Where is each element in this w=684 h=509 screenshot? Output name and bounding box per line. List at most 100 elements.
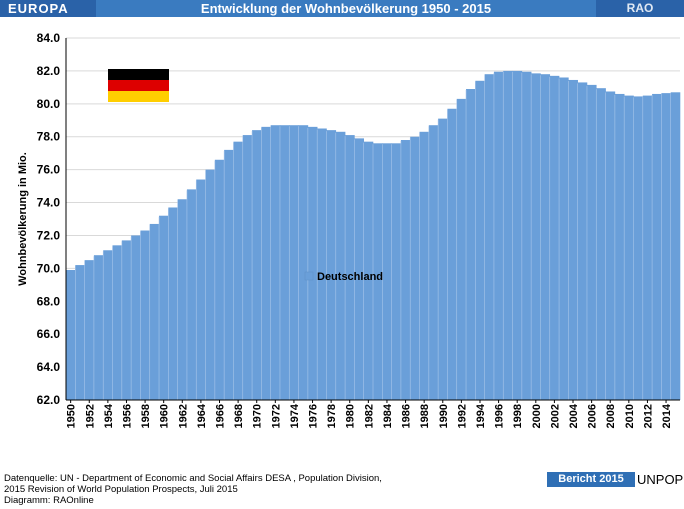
area-bar xyxy=(112,245,123,400)
legend-label: Deutschland xyxy=(317,271,383,283)
x-tick-label: 1974 xyxy=(289,403,301,428)
x-tick-label: 2012 xyxy=(642,404,654,428)
x-tick-label: 1966 xyxy=(215,404,227,428)
area-bar xyxy=(484,74,495,400)
diagram-credit: Diagramm: RAOnline xyxy=(4,495,94,506)
area-bar xyxy=(633,96,644,400)
x-tick-label: 1994 xyxy=(475,403,487,428)
area-bar xyxy=(140,230,151,400)
x-tick-label: 1996 xyxy=(494,404,506,428)
y-tick-label: 70.0 xyxy=(37,261,61,275)
x-tick-label: 1954 xyxy=(103,403,115,428)
area-bar xyxy=(549,75,560,400)
area-bar xyxy=(270,125,281,400)
area-bar xyxy=(307,126,318,400)
y-tick-label: 74.0 xyxy=(37,196,61,210)
x-tick-label: 1982 xyxy=(363,404,375,428)
area-bar xyxy=(456,98,467,400)
area-bar xyxy=(363,141,374,400)
x-tick-label: 1972 xyxy=(270,404,282,428)
area-bar xyxy=(521,71,532,401)
area-bar xyxy=(354,138,364,400)
area-bar xyxy=(345,135,355,400)
y-tick-label: 62.0 xyxy=(37,393,61,407)
area-bar xyxy=(531,73,541,401)
x-tick-label: 1980 xyxy=(345,404,357,428)
source-line-1: Datenquelle: UN - Department of Economic… xyxy=(4,473,382,484)
x-tick-label: 1968 xyxy=(233,404,245,428)
area-bar xyxy=(605,91,616,401)
area-bar xyxy=(84,260,95,400)
y-tick-label: 64.0 xyxy=(37,360,61,374)
area-bar xyxy=(373,143,383,400)
area-bar xyxy=(438,118,448,401)
x-tick-label: 1984 xyxy=(382,403,394,428)
area-bar xyxy=(642,95,653,400)
flag-stripe xyxy=(108,69,169,80)
population-chart: 62.0 64.0 66.0 68.0 70.0 72.0 74.0 76.0 78.0 80.0… xyxy=(17,31,681,428)
area-bar xyxy=(131,235,141,400)
area-bar xyxy=(559,77,569,400)
region-label: EUROPA xyxy=(0,0,96,17)
area-bar xyxy=(186,189,197,400)
org-label: UNPOP xyxy=(637,472,684,487)
x-tick-label: 1976 xyxy=(308,404,320,428)
area-bar xyxy=(428,125,439,400)
x-tick-label: 1992 xyxy=(456,404,468,428)
area-bar xyxy=(252,130,262,400)
area-bar xyxy=(540,74,551,400)
area-bar xyxy=(577,82,588,400)
area-bar xyxy=(447,108,458,400)
area-bar xyxy=(326,130,337,400)
y-tick-label: 82.0 xyxy=(37,64,61,78)
x-tick-label: 1956 xyxy=(121,404,133,428)
x-tick-label: 2010 xyxy=(624,404,636,428)
y-tick-label: 80.0 xyxy=(37,97,61,111)
area-bar xyxy=(391,143,402,400)
area-bar xyxy=(214,159,225,400)
x-tick-label: 1964 xyxy=(196,403,208,428)
area-bar xyxy=(159,215,169,400)
area-bar xyxy=(382,143,392,400)
area-bar xyxy=(289,125,299,400)
x-tick-label: 2002 xyxy=(549,404,561,428)
x-tick-label: 1970 xyxy=(252,404,264,428)
area-bar xyxy=(298,125,309,400)
area-bar xyxy=(503,70,513,400)
area-bar xyxy=(466,89,476,400)
chart-title: Entwicklung der Wohnbevölkerung 1950 - 2… xyxy=(200,1,492,16)
area-bar xyxy=(493,71,504,401)
header-bar: EUROPA Entwicklung der Wohnbevölkerung 1… xyxy=(0,0,684,17)
area-bar xyxy=(93,255,104,400)
y-tick-label: 78.0 xyxy=(37,130,61,144)
report-badge: Bericht 2015 xyxy=(547,472,635,487)
x-tick-label: 1960 xyxy=(159,404,171,428)
x-tick-label: 2014 xyxy=(661,403,673,428)
area-bar xyxy=(661,93,671,400)
area-bar xyxy=(75,265,85,400)
area-bar xyxy=(614,93,625,400)
x-tick-label: 2004 xyxy=(568,403,580,428)
area-bar xyxy=(279,125,290,400)
area-bar xyxy=(317,128,327,400)
x-tick-label: 1962 xyxy=(177,404,189,428)
y-tick-label: 84.0 xyxy=(37,31,61,45)
area-bar xyxy=(624,95,634,400)
x-tick-label: 1990 xyxy=(438,404,450,428)
x-tick-label: 1988 xyxy=(419,404,431,428)
area-bar xyxy=(261,126,271,400)
area-bar xyxy=(652,93,662,400)
flag-stripe xyxy=(108,80,169,91)
area-bar xyxy=(512,70,523,400)
x-tick-label: 1958 xyxy=(140,404,152,428)
area-bar xyxy=(335,131,346,401)
area-bar xyxy=(419,131,430,401)
y-axis-label: Wohnbevölkerung in Mio. xyxy=(17,152,29,286)
x-tick-label: 2008 xyxy=(605,404,617,428)
area-bar xyxy=(224,149,234,400)
area-bar xyxy=(233,141,244,400)
y-tick-label: 72.0 xyxy=(37,228,61,242)
area-bar xyxy=(149,223,160,400)
x-tick-label: 1952 xyxy=(84,404,96,428)
x-tick-label: 1998 xyxy=(512,404,524,428)
